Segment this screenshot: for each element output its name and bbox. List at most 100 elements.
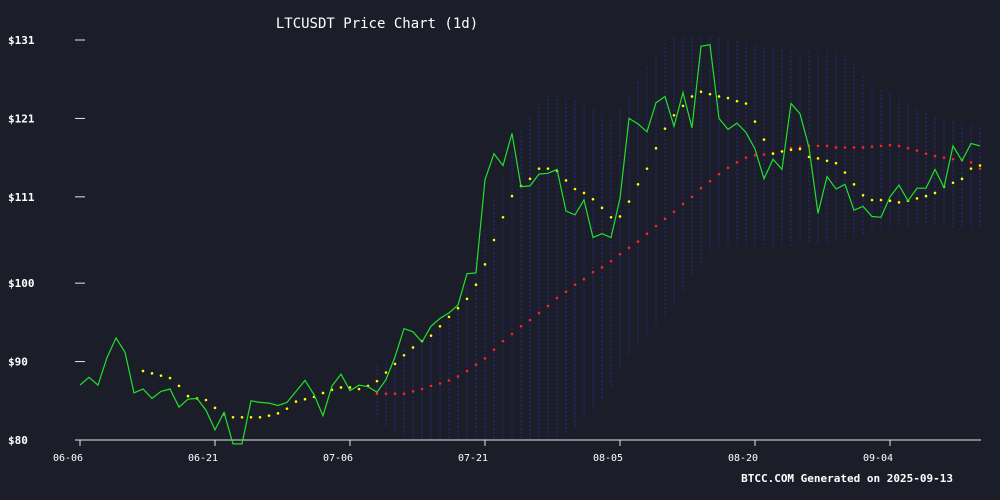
ma-short-point bbox=[798, 147, 802, 151]
ma-short-point bbox=[321, 391, 325, 395]
y-tick-label: $111 bbox=[8, 191, 35, 204]
ma-short-point bbox=[861, 193, 865, 197]
ma-long-point bbox=[510, 332, 514, 336]
ma-long-point bbox=[879, 144, 883, 148]
ma-short-point bbox=[744, 102, 748, 105]
ma-short-point bbox=[726, 96, 730, 100]
axes: $80 $90 $100 $111 $121 $131 06-06 06-21 07-06 07-… bbox=[8, 34, 981, 464]
x-tick-label: 08-20 bbox=[728, 453, 758, 464]
ma-short-point bbox=[690, 95, 694, 98]
ma-long-point bbox=[663, 217, 667, 221]
ma-long-point bbox=[492, 348, 496, 352]
ma-short-point bbox=[438, 324, 442, 328]
y-tick-label: $100 bbox=[8, 277, 35, 290]
ma-short-point bbox=[888, 199, 892, 203]
ma-short-point bbox=[879, 198, 883, 202]
y-tick-label: $121 bbox=[8, 112, 35, 125]
ma-short-point bbox=[591, 197, 595, 201]
ma-short-point bbox=[870, 198, 874, 202]
ma-short-point bbox=[339, 386, 343, 389]
ma-long-point bbox=[627, 246, 631, 250]
ma-short-point bbox=[762, 138, 766, 141]
ma-short-point bbox=[564, 179, 568, 182]
ma-short-point bbox=[384, 371, 388, 374]
ma-long-point bbox=[915, 149, 919, 152]
ma-short-point bbox=[780, 150, 784, 153]
ma-long-point bbox=[618, 252, 622, 256]
ma-short-point bbox=[357, 387, 361, 391]
ma-short-point bbox=[843, 171, 847, 174]
ma-short-point bbox=[537, 167, 541, 170]
ma-long-point bbox=[438, 382, 442, 385]
y-tick-label: $80 bbox=[8, 434, 28, 447]
ma-long-point bbox=[834, 146, 838, 149]
ma-long-series bbox=[375, 143, 982, 396]
ma-short-point bbox=[951, 181, 955, 185]
ma-long-point bbox=[501, 339, 505, 343]
ma-short-point bbox=[654, 146, 658, 150]
ma-long-point bbox=[393, 392, 397, 396]
ma-short-point bbox=[447, 315, 451, 319]
ma-long-point bbox=[537, 311, 541, 315]
ma-long-point bbox=[969, 161, 973, 164]
ma-short-point bbox=[303, 397, 307, 401]
ma-short-point bbox=[186, 394, 190, 398]
ma-long-point bbox=[888, 143, 892, 147]
ma-long-point bbox=[843, 146, 847, 149]
ma-short-point bbox=[393, 362, 397, 366]
ma-short-point bbox=[609, 215, 613, 219]
ma-short-point bbox=[645, 167, 649, 170]
footer-generated: BTCC.COM Generated on 2025-09-13 bbox=[741, 472, 953, 485]
ma-short-point bbox=[663, 127, 667, 130]
ma-long-point bbox=[429, 384, 433, 388]
ma-long-point bbox=[600, 266, 604, 269]
ma-long-point bbox=[852, 146, 856, 149]
ma-short-point bbox=[456, 306, 460, 310]
ma-long-point bbox=[519, 324, 523, 328]
ma-long-point bbox=[654, 224, 658, 228]
ma-long-point bbox=[744, 156, 748, 159]
ma-long-point bbox=[375, 392, 379, 396]
ma-long-point bbox=[384, 392, 388, 396]
ma-short-point bbox=[501, 215, 505, 219]
ma-long-point bbox=[456, 375, 460, 378]
ma-long-point bbox=[528, 318, 532, 322]
ma-short-point bbox=[600, 206, 604, 210]
ma-short-point bbox=[465, 297, 469, 301]
ma-long-point bbox=[402, 392, 406, 396]
ma-long-point bbox=[465, 369, 469, 373]
ma-short-point bbox=[816, 157, 820, 160]
ma-long-point bbox=[762, 153, 766, 156]
ma-short-point bbox=[249, 415, 253, 419]
ma-short-point bbox=[348, 386, 352, 389]
ma-long-point bbox=[474, 363, 478, 367]
ma-short-point bbox=[618, 215, 622, 218]
ma-long-point bbox=[591, 270, 595, 274]
ma-short-point bbox=[141, 369, 145, 373]
ma-short-point bbox=[969, 167, 973, 170]
ma-short-point bbox=[510, 194, 514, 198]
ma-long-point bbox=[645, 232, 649, 236]
ma-long-point bbox=[564, 290, 568, 294]
ma-short-point bbox=[483, 263, 487, 266]
ma-long-point bbox=[555, 296, 559, 300]
ma-short-point bbox=[735, 99, 739, 103]
chart-title: LTCUSDT Price Chart (1d) bbox=[276, 16, 478, 32]
ma-short-point bbox=[924, 194, 928, 198]
ma-short-point bbox=[627, 200, 631, 203]
ma-short-point bbox=[825, 159, 829, 163]
ma-short-point bbox=[177, 384, 181, 388]
ma-long-point bbox=[582, 277, 586, 281]
ma-long-point bbox=[483, 357, 487, 360]
ma-short-point bbox=[159, 374, 163, 377]
x-tick-label: 06-21 bbox=[188, 453, 218, 464]
ma-short-point bbox=[276, 412, 280, 415]
ma-long-point bbox=[609, 259, 613, 263]
ma-short-point bbox=[834, 161, 838, 165]
ma-long-point bbox=[825, 144, 829, 148]
ma-short-point bbox=[429, 334, 433, 337]
ma-long-point bbox=[726, 166, 730, 170]
ma-short-point bbox=[411, 346, 415, 349]
ma-long-point bbox=[573, 283, 577, 287]
